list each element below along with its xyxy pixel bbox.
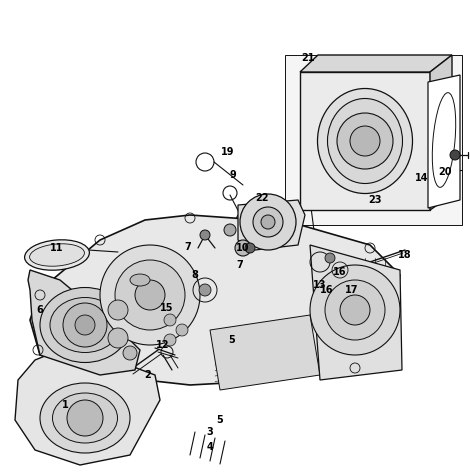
Text: 4: 4 (207, 442, 213, 452)
Text: 12: 12 (156, 340, 170, 350)
Ellipse shape (318, 88, 413, 193)
Circle shape (63, 303, 107, 347)
Circle shape (67, 400, 103, 436)
Circle shape (135, 280, 165, 310)
Ellipse shape (328, 98, 402, 183)
Circle shape (340, 295, 370, 325)
Circle shape (337, 113, 393, 169)
Text: 23: 23 (368, 195, 382, 205)
Circle shape (450, 150, 460, 160)
Circle shape (100, 245, 200, 345)
Circle shape (108, 328, 128, 348)
Text: 3: 3 (207, 427, 213, 437)
Ellipse shape (40, 383, 130, 453)
Ellipse shape (53, 393, 118, 443)
Circle shape (199, 284, 211, 296)
Ellipse shape (50, 297, 120, 352)
Circle shape (350, 126, 380, 156)
Text: 19: 19 (221, 147, 235, 157)
Text: 7: 7 (185, 242, 191, 252)
Polygon shape (30, 215, 400, 385)
Circle shape (261, 215, 275, 229)
Circle shape (176, 324, 188, 336)
Text: 5: 5 (228, 335, 235, 345)
Text: 1: 1 (62, 400, 68, 410)
Text: 11: 11 (50, 243, 64, 253)
Text: 5: 5 (217, 415, 223, 425)
Polygon shape (300, 72, 430, 210)
Polygon shape (238, 200, 305, 250)
Ellipse shape (130, 274, 150, 286)
Text: 13: 13 (313, 280, 327, 290)
Text: 7: 7 (236, 260, 243, 270)
Text: 22: 22 (255, 193, 269, 203)
Polygon shape (430, 55, 452, 210)
Text: 8: 8 (192, 270, 198, 280)
Text: 16: 16 (333, 267, 347, 277)
Text: 6: 6 (37, 305, 43, 315)
Circle shape (108, 300, 128, 320)
Circle shape (115, 260, 185, 330)
Text: 9: 9 (230, 170, 236, 180)
Circle shape (164, 334, 176, 346)
Circle shape (325, 253, 335, 263)
Circle shape (245, 243, 255, 253)
Polygon shape (310, 245, 402, 380)
Circle shape (310, 265, 400, 355)
Ellipse shape (30, 244, 85, 266)
Text: 14: 14 (415, 173, 429, 183)
Ellipse shape (40, 287, 130, 362)
Text: 21: 21 (301, 53, 315, 63)
Text: 16: 16 (320, 285, 334, 295)
Circle shape (240, 194, 296, 250)
Circle shape (235, 240, 251, 256)
Ellipse shape (24, 240, 89, 270)
Circle shape (325, 280, 385, 340)
Text: 20: 20 (438, 167, 452, 177)
Polygon shape (28, 270, 140, 375)
Text: 17: 17 (345, 285, 359, 295)
Polygon shape (300, 55, 452, 72)
Polygon shape (15, 350, 160, 465)
Circle shape (164, 314, 176, 326)
Text: 10: 10 (236, 243, 250, 253)
Polygon shape (210, 315, 320, 390)
Text: 18: 18 (398, 250, 412, 260)
Circle shape (200, 230, 210, 240)
Polygon shape (285, 55, 462, 225)
Text: 15: 15 (160, 303, 174, 313)
Circle shape (75, 315, 95, 335)
Circle shape (224, 224, 236, 236)
Circle shape (123, 346, 137, 360)
Text: 2: 2 (145, 370, 151, 380)
Polygon shape (428, 75, 460, 208)
Circle shape (253, 207, 283, 237)
